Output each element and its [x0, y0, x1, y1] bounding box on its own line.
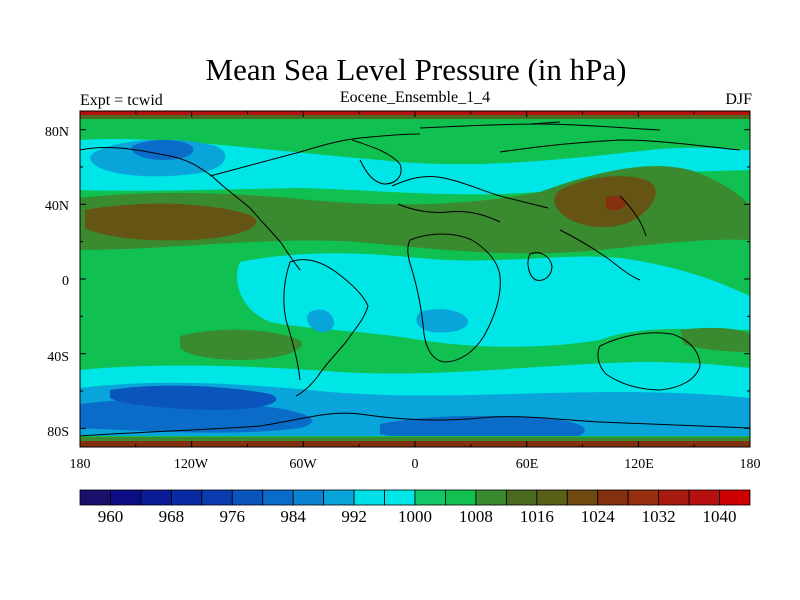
lon-tick-labels: 180 120W 60W 0 60E 120E 180	[70, 457, 761, 472]
map-title: Mean Sea Level Pressure (in hPa)	[205, 52, 627, 87]
coast-greenland	[351, 139, 402, 185]
lon-tick-label: 180	[70, 457, 91, 472]
field-pacific-low-core	[131, 140, 194, 160]
coast-africa	[407, 233, 501, 363]
colorbar	[79, 489, 751, 506]
colorbar-box	[110, 489, 142, 506]
colorbar-box	[505, 489, 538, 506]
lat-tick-label: 80S	[47, 425, 69, 440]
colorbar-box	[140, 489, 172, 506]
colorbar-box	[170, 489, 203, 506]
experiment-label: Expt = tcwid	[80, 92, 163, 109]
field-indian-ocean-low	[380, 415, 585, 443]
lon-tick-label: 180	[740, 457, 761, 472]
colorbar-label: 984	[280, 507, 306, 526]
colorbar-box	[201, 489, 233, 506]
colorbar-box	[597, 489, 629, 506]
field-subtropical-north-core	[85, 203, 257, 241]
field-sa-low	[307, 309, 334, 333]
colorbar-label: 960	[98, 507, 124, 526]
coast-asia	[499, 139, 741, 281]
lon-tick-label: 0	[412, 457, 419, 472]
colorbar-box	[262, 489, 294, 506]
colorbar-box	[536, 489, 568, 506]
coast-australia	[597, 332, 701, 391]
colorbar-labels: 960 968 976 984 992 1000 1008 1016 1024 1032 1040	[98, 507, 737, 526]
lat-tick-label: 40N	[45, 199, 69, 214]
field-equatorial-trough	[237, 253, 750, 347]
field-polar-rim-south-inner	[80, 437, 750, 441]
colorbar-box	[414, 489, 446, 506]
colorbar-label: 968	[159, 507, 185, 526]
coast-arctic-north	[419, 121, 661, 131]
colorbar-label: 976	[220, 507, 246, 526]
colorbar-box	[231, 489, 264, 506]
coast-north-america	[80, 133, 421, 271]
colorbar-label: 1000	[398, 507, 432, 526]
colorbar-box	[323, 489, 355, 506]
colorbar-box	[353, 489, 385, 506]
coast-antarctica	[80, 412, 750, 437]
colorbar-label: 1024	[581, 507, 616, 526]
lon-tick-label: 120E	[624, 457, 654, 472]
lon-tick-label: 60W	[289, 457, 317, 472]
colorbar-box	[445, 489, 477, 506]
field-asian-high-core	[606, 196, 626, 211]
colorbar-box	[658, 489, 690, 506]
lon-tick-label: 60E	[516, 457, 539, 472]
colorbar-box	[627, 489, 660, 506]
field-asian-high	[554, 176, 656, 228]
ensemble-label: Eocene_Ensemble_1_4	[339, 89, 491, 106]
colorbar-box	[384, 489, 416, 506]
lat-tick-label: 40S	[47, 350, 69, 365]
lat-tick-label: 80N	[45, 125, 69, 140]
field-subtropical-south	[180, 329, 302, 360]
field-circumpolar-deep	[110, 385, 277, 410]
axis-ticks	[79, 111, 751, 447]
lat-tick-labels: 80N 40N 0 40S 80S	[45, 125, 69, 440]
coastlines	[80, 121, 750, 437]
coast-india	[527, 252, 553, 281]
coast-europe	[391, 175, 549, 223]
season-label: DJF	[725, 91, 752, 108]
colorbar-label: 1032	[642, 507, 676, 526]
colorbar-box	[566, 489, 599, 506]
colorbar-box	[292, 489, 325, 506]
field-circumpolar-core	[80, 399, 313, 433]
colorbar-label: 1040	[703, 507, 737, 526]
colorbar-label: 1016	[520, 507, 554, 526]
colorbar-label: 1008	[459, 507, 493, 526]
lat-tick-label: 0	[62, 274, 69, 289]
field-equatorial-low	[416, 309, 469, 333]
colorbar-box	[688, 489, 720, 506]
field-subtropical-south-east	[680, 327, 750, 352]
colorbar-box	[79, 489, 111, 506]
colorbar-box	[719, 489, 751, 506]
lon-tick-label: 120W	[174, 457, 209, 472]
colorbar-box	[475, 489, 507, 506]
colorbar-label: 992	[341, 507, 367, 526]
coast-south-america	[283, 259, 369, 397]
